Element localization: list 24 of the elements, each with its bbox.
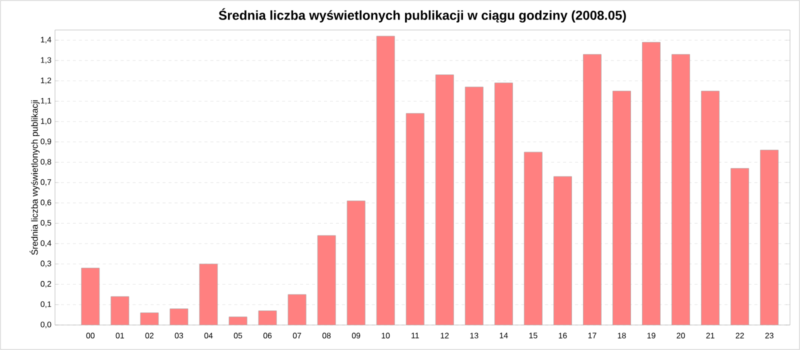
bar (583, 54, 602, 325)
bar (465, 86, 484, 325)
bar (524, 152, 542, 325)
bar (347, 200, 366, 325)
bar (406, 113, 424, 325)
bar (258, 310, 277, 325)
bar (672, 54, 690, 325)
bar (318, 235, 336, 325)
bar (170, 308, 188, 325)
bar (642, 42, 660, 325)
bar (612, 91, 631, 325)
bar (81, 268, 100, 325)
chart-title: Średnia liczba wyświetlonych publikacji w ciągu godziny (2008.05) (218, 8, 626, 23)
y-axis-title: Średnia liczba wyświetlonych publikacji (30, 100, 40, 255)
bar (110, 296, 129, 325)
bar (760, 150, 779, 325)
bar (554, 176, 572, 325)
bar (494, 82, 513, 325)
bar (376, 36, 395, 325)
bar (199, 264, 218, 325)
bar (436, 74, 454, 325)
bar (730, 168, 749, 325)
bar (701, 91, 720, 325)
bar (288, 294, 306, 325)
